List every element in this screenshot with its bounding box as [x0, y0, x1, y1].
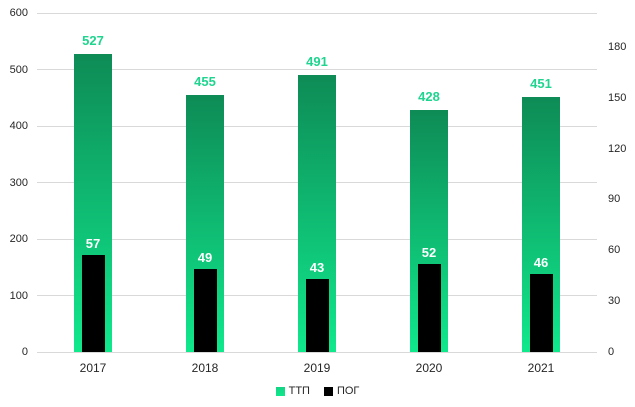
pog-value-label: 57 [85, 236, 101, 252]
ttp-value-label: 455 [194, 73, 216, 89]
legend-swatch-ttp [275, 386, 285, 396]
pog-value-label: 43 [309, 260, 325, 276]
category-label: 2020 [415, 361, 443, 375]
pog-value-label: 46 [533, 255, 549, 271]
ttp-value-label: 491 [306, 53, 328, 69]
gridline [37, 351, 597, 353]
pog-value-label: 49 [197, 249, 213, 265]
legend-label-pog: ПОГ [336, 385, 360, 397]
right-axis-tick: 30 [608, 295, 621, 308]
series-pog-bar [305, 279, 329, 352]
right-axis-tick: 0 [608, 346, 615, 358]
category-label: 2017 [79, 361, 107, 375]
left-axis-tick: 300 [9, 176, 28, 189]
gridline [37, 69, 597, 70]
left-axis-tick: 100 [9, 289, 28, 302]
pog-value-label: 52 [421, 244, 437, 260]
gridline [37, 12, 597, 14]
left-axis-tick: 500 [9, 63, 28, 76]
ttp-value-label: 428 [418, 89, 440, 105]
legend-item-ttp: ТТП [275, 385, 310, 397]
series-pog-bar [81, 255, 105, 352]
legend-item-pog: ПОГ [323, 385, 360, 397]
series-pog-bar [193, 268, 217, 352]
right-axis-tick: 150 [608, 91, 627, 104]
legend: ТТП ПОГ [0, 385, 635, 397]
ttp-value-label: 451 [530, 76, 552, 92]
category-label: 2021 [527, 361, 555, 375]
category-label: 2019 [303, 361, 331, 375]
right-axis-tick: 180 [608, 40, 627, 53]
series-pog-bar [417, 263, 441, 352]
left-axis-tick: 200 [9, 233, 28, 245]
right-axis-tick: 60 [608, 244, 621, 257]
ttp-value-label: 527 [82, 33, 104, 49]
left-axis-tick: 400 [9, 120, 28, 132]
right-axis-tick: 120 [608, 142, 627, 155]
left-axis-tick: 0 [21, 346, 28, 358]
legend-label-ttp: ТТП [288, 385, 310, 397]
left-axis-tick: 600 [9, 7, 28, 19]
category-label: 2018 [191, 361, 219, 375]
right-axis-tick: 90 [608, 193, 621, 206]
legend-swatch-pog [323, 386, 333, 396]
series-pog-bar [529, 274, 553, 352]
